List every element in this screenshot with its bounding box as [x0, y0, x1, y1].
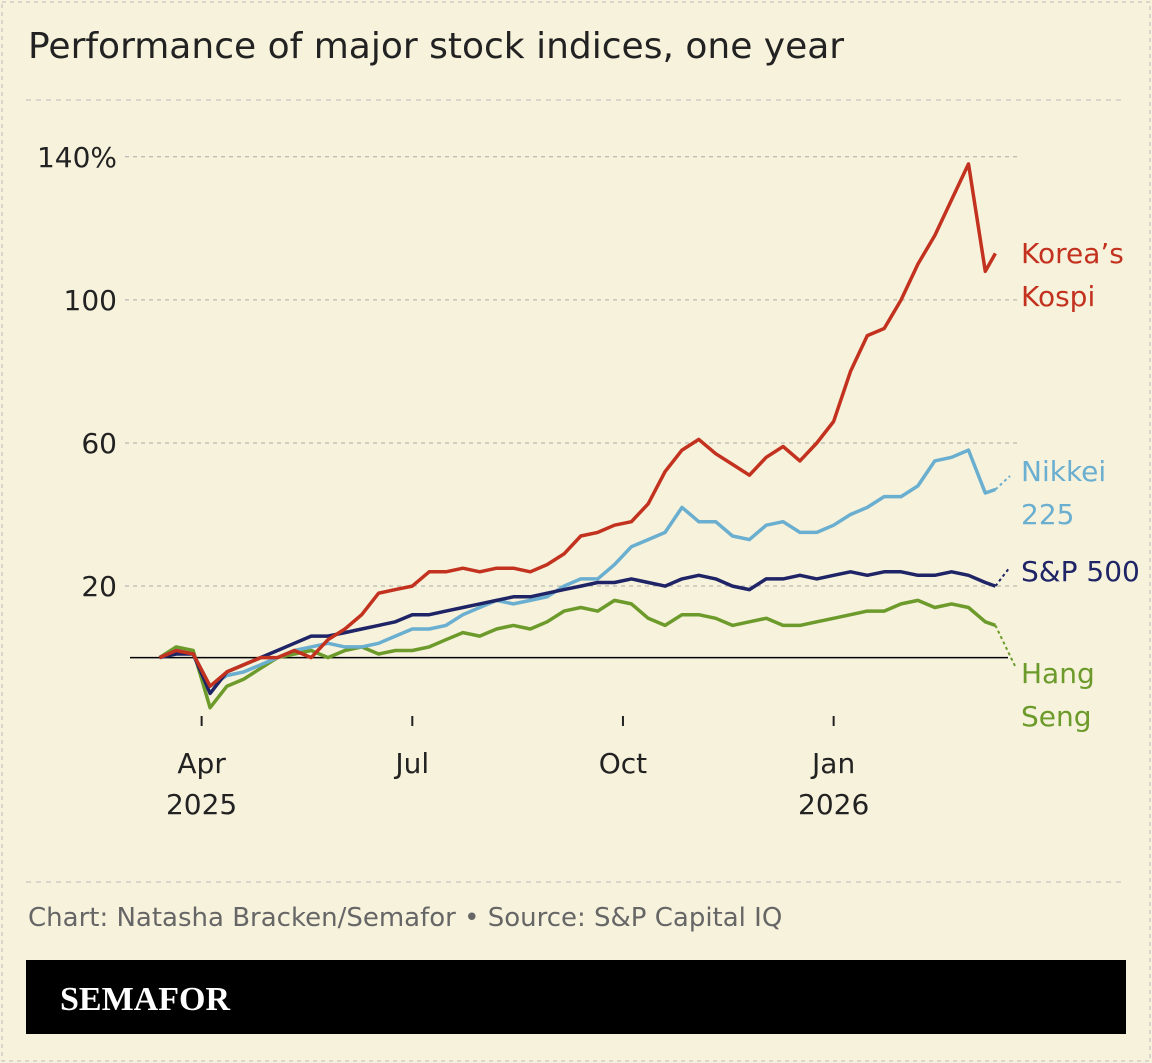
- x-tick-label: Apr: [177, 747, 226, 780]
- leader-line: [994, 566, 1011, 587]
- y-tick-label: 100: [64, 284, 117, 317]
- series-line: [158, 162, 997, 688]
- y-tick-label: 140%: [37, 141, 117, 174]
- series-line: [159, 570, 996, 696]
- chart-title: Performance of major stock indices, one …: [28, 26, 844, 67]
- x-tick-label: Oct: [599, 747, 647, 780]
- x-tick-label: Jan: [810, 747, 855, 780]
- series-label: S&P 500: [1021, 555, 1140, 588]
- y-tick-label: 20: [81, 570, 117, 603]
- series-label: Nikkei 225: [1021, 455, 1107, 531]
- brand: SEMAFOR: [60, 981, 230, 1018]
- series-line: [158, 448, 996, 688]
- x-tick-sublabel: 2025: [166, 788, 237, 821]
- series-label: Korea’s Kospi: [1021, 237, 1124, 313]
- source: Chart: Natasha Bracken/Semafor • Source:…: [28, 903, 782, 933]
- y-tick-label: 60: [81, 427, 117, 460]
- x-tick-sublabel: 2026: [798, 788, 869, 821]
- leader-line: [994, 624, 1016, 667]
- series-label: Hang Seng: [1021, 657, 1095, 733]
- x-tick-label: Jul: [393, 747, 429, 780]
- brand-bar: [26, 960, 1126, 1034]
